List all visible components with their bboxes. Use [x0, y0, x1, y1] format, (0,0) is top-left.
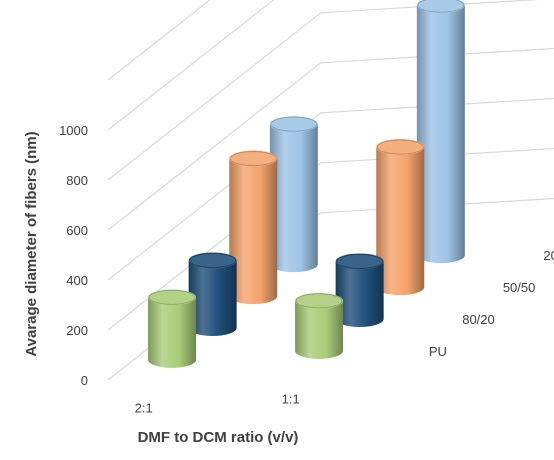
series-label: 20/80	[543, 248, 554, 263]
bar	[335, 253, 384, 327]
gridline	[107, 147, 554, 331]
gridline	[107, 0, 540, 181]
gridline	[107, 97, 554, 281]
bar	[295, 292, 344, 359]
bar	[148, 289, 197, 368]
y-tick-label: 600	[66, 223, 88, 238]
x-tick-label: 1:1	[282, 391, 300, 406]
x-tick-labels: 2:1 1:1	[135, 391, 300, 415]
bar	[416, 0, 465, 264]
y-tick-label: 400	[66, 273, 88, 288]
series-depth-labels: PU 80/20 50/50 20/80	[429, 248, 554, 359]
y-axis-title: Avarage diameter of fibers (nm)	[23, 131, 40, 356]
y-tick-label: 0	[81, 373, 88, 388]
bar	[229, 150, 278, 305]
gridline	[107, 47, 554, 231]
bars	[148, 0, 465, 368]
y-tick-label: 1000	[59, 123, 88, 138]
y-tick-label: 800	[66, 173, 88, 188]
series-label: PU	[429, 344, 447, 359]
x-tick-label: 2:1	[135, 400, 153, 415]
y-tick-label: 200	[66, 323, 88, 338]
gridline	[107, 0, 211, 81]
series-label: 80/20	[462, 312, 495, 327]
series-label: 50/50	[503, 280, 536, 295]
y-tick-labels: 0 200 400 600 800 1000	[59, 123, 88, 388]
x-axis-title: DMF to DCM ratio (v/v)	[138, 429, 299, 446]
bar	[188, 252, 237, 336]
gridline	[107, 0, 275, 131]
bar	[376, 139, 425, 296]
bar	[269, 116, 318, 273]
